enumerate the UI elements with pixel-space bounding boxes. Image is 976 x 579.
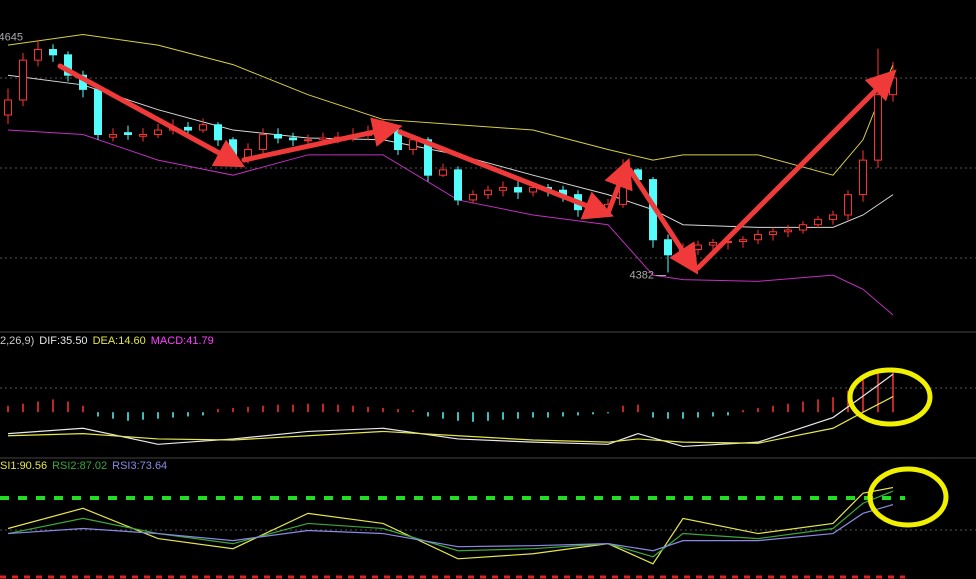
annotation: 4645 [0, 32, 23, 44]
trend-arrow [57, 63, 246, 168]
legend-entry: DEA:14.60 [93, 335, 146, 347]
candle-body [469, 194, 477, 201]
candle-body [514, 187, 522, 193]
candle-body [814, 218, 822, 226]
band-line [7, 74, 894, 228]
candle-body [229, 139, 237, 158]
candle-body [709, 241, 717, 246]
candle-body [799, 224, 807, 231]
trend-arrow [695, 69, 897, 271]
trend-arrow [604, 158, 633, 216]
candle-body [874, 94, 882, 161]
candle-body [424, 139, 432, 176]
indicator-line [7, 396, 894, 444]
candle-body [739, 239, 747, 243]
indicator-line [7, 486, 894, 565]
trend-arrow [241, 117, 403, 163]
legend: SI1:90.56 RSI2:87.02 RSI3:73.64 [0, 460, 167, 472]
candle-body [889, 77, 897, 96]
indicator-line [7, 373, 894, 448]
candle-body [289, 137, 297, 141]
indicator-line [7, 490, 894, 558]
highlight-circle [847, 367, 933, 427]
candle-body [844, 194, 852, 216]
indicator-line [7, 504, 894, 552]
candle-body [409, 139, 417, 151]
candle-body [94, 88, 102, 135]
candle-body [214, 124, 222, 141]
candle-body [19, 59, 27, 101]
highlight-circle [867, 466, 949, 528]
trend-arrow [627, 167, 699, 275]
candle-body [154, 129, 162, 135]
candle-body [829, 214, 837, 220]
candle-body [454, 169, 462, 201]
annotation: 4382 [630, 269, 654, 281]
candle-body [484, 189, 492, 196]
legend-entry: MACD:41.79 [151, 335, 214, 347]
legend: 2,26,9) DIF:35.50 DEA:14.60 MACD:41.79 [0, 335, 214, 347]
candle-body [184, 126, 192, 131]
candle-body [304, 139, 312, 142]
legend-entry: SI1:90.56 [0, 460, 47, 472]
candle-body [199, 124, 207, 131]
candle-body [664, 239, 672, 256]
legend-entry: RSI3:73.64 [112, 460, 167, 472]
candle-body [34, 49, 42, 61]
candle-body [859, 159, 867, 196]
candle-body [274, 133, 282, 139]
candle-body [4, 99, 12, 116]
legend-entry: RSI2:87.02 [52, 460, 107, 472]
candle-body [754, 233, 762, 241]
legend-entry: DIF:35.50 [39, 335, 87, 347]
trend-arrows [57, 63, 897, 275]
candle-body [529, 187, 537, 193]
candle-body [694, 244, 702, 250]
candle-body [109, 133, 117, 138]
trend-arrow [397, 129, 614, 220]
candle-body [259, 133, 267, 151]
candle-body [439, 169, 447, 176]
candle-body [49, 49, 57, 56]
candle-body [124, 132, 132, 135]
panel-title: 2,26,9) [0, 335, 34, 347]
candle-body [139, 133, 147, 137]
candle-body [769, 231, 777, 235]
candle-body [499, 187, 507, 191]
candle-body [64, 54, 72, 76]
band-line [7, 129, 894, 316]
candle-body [784, 229, 792, 233]
candle-body [319, 137, 327, 141]
band-line [7, 33, 894, 176]
